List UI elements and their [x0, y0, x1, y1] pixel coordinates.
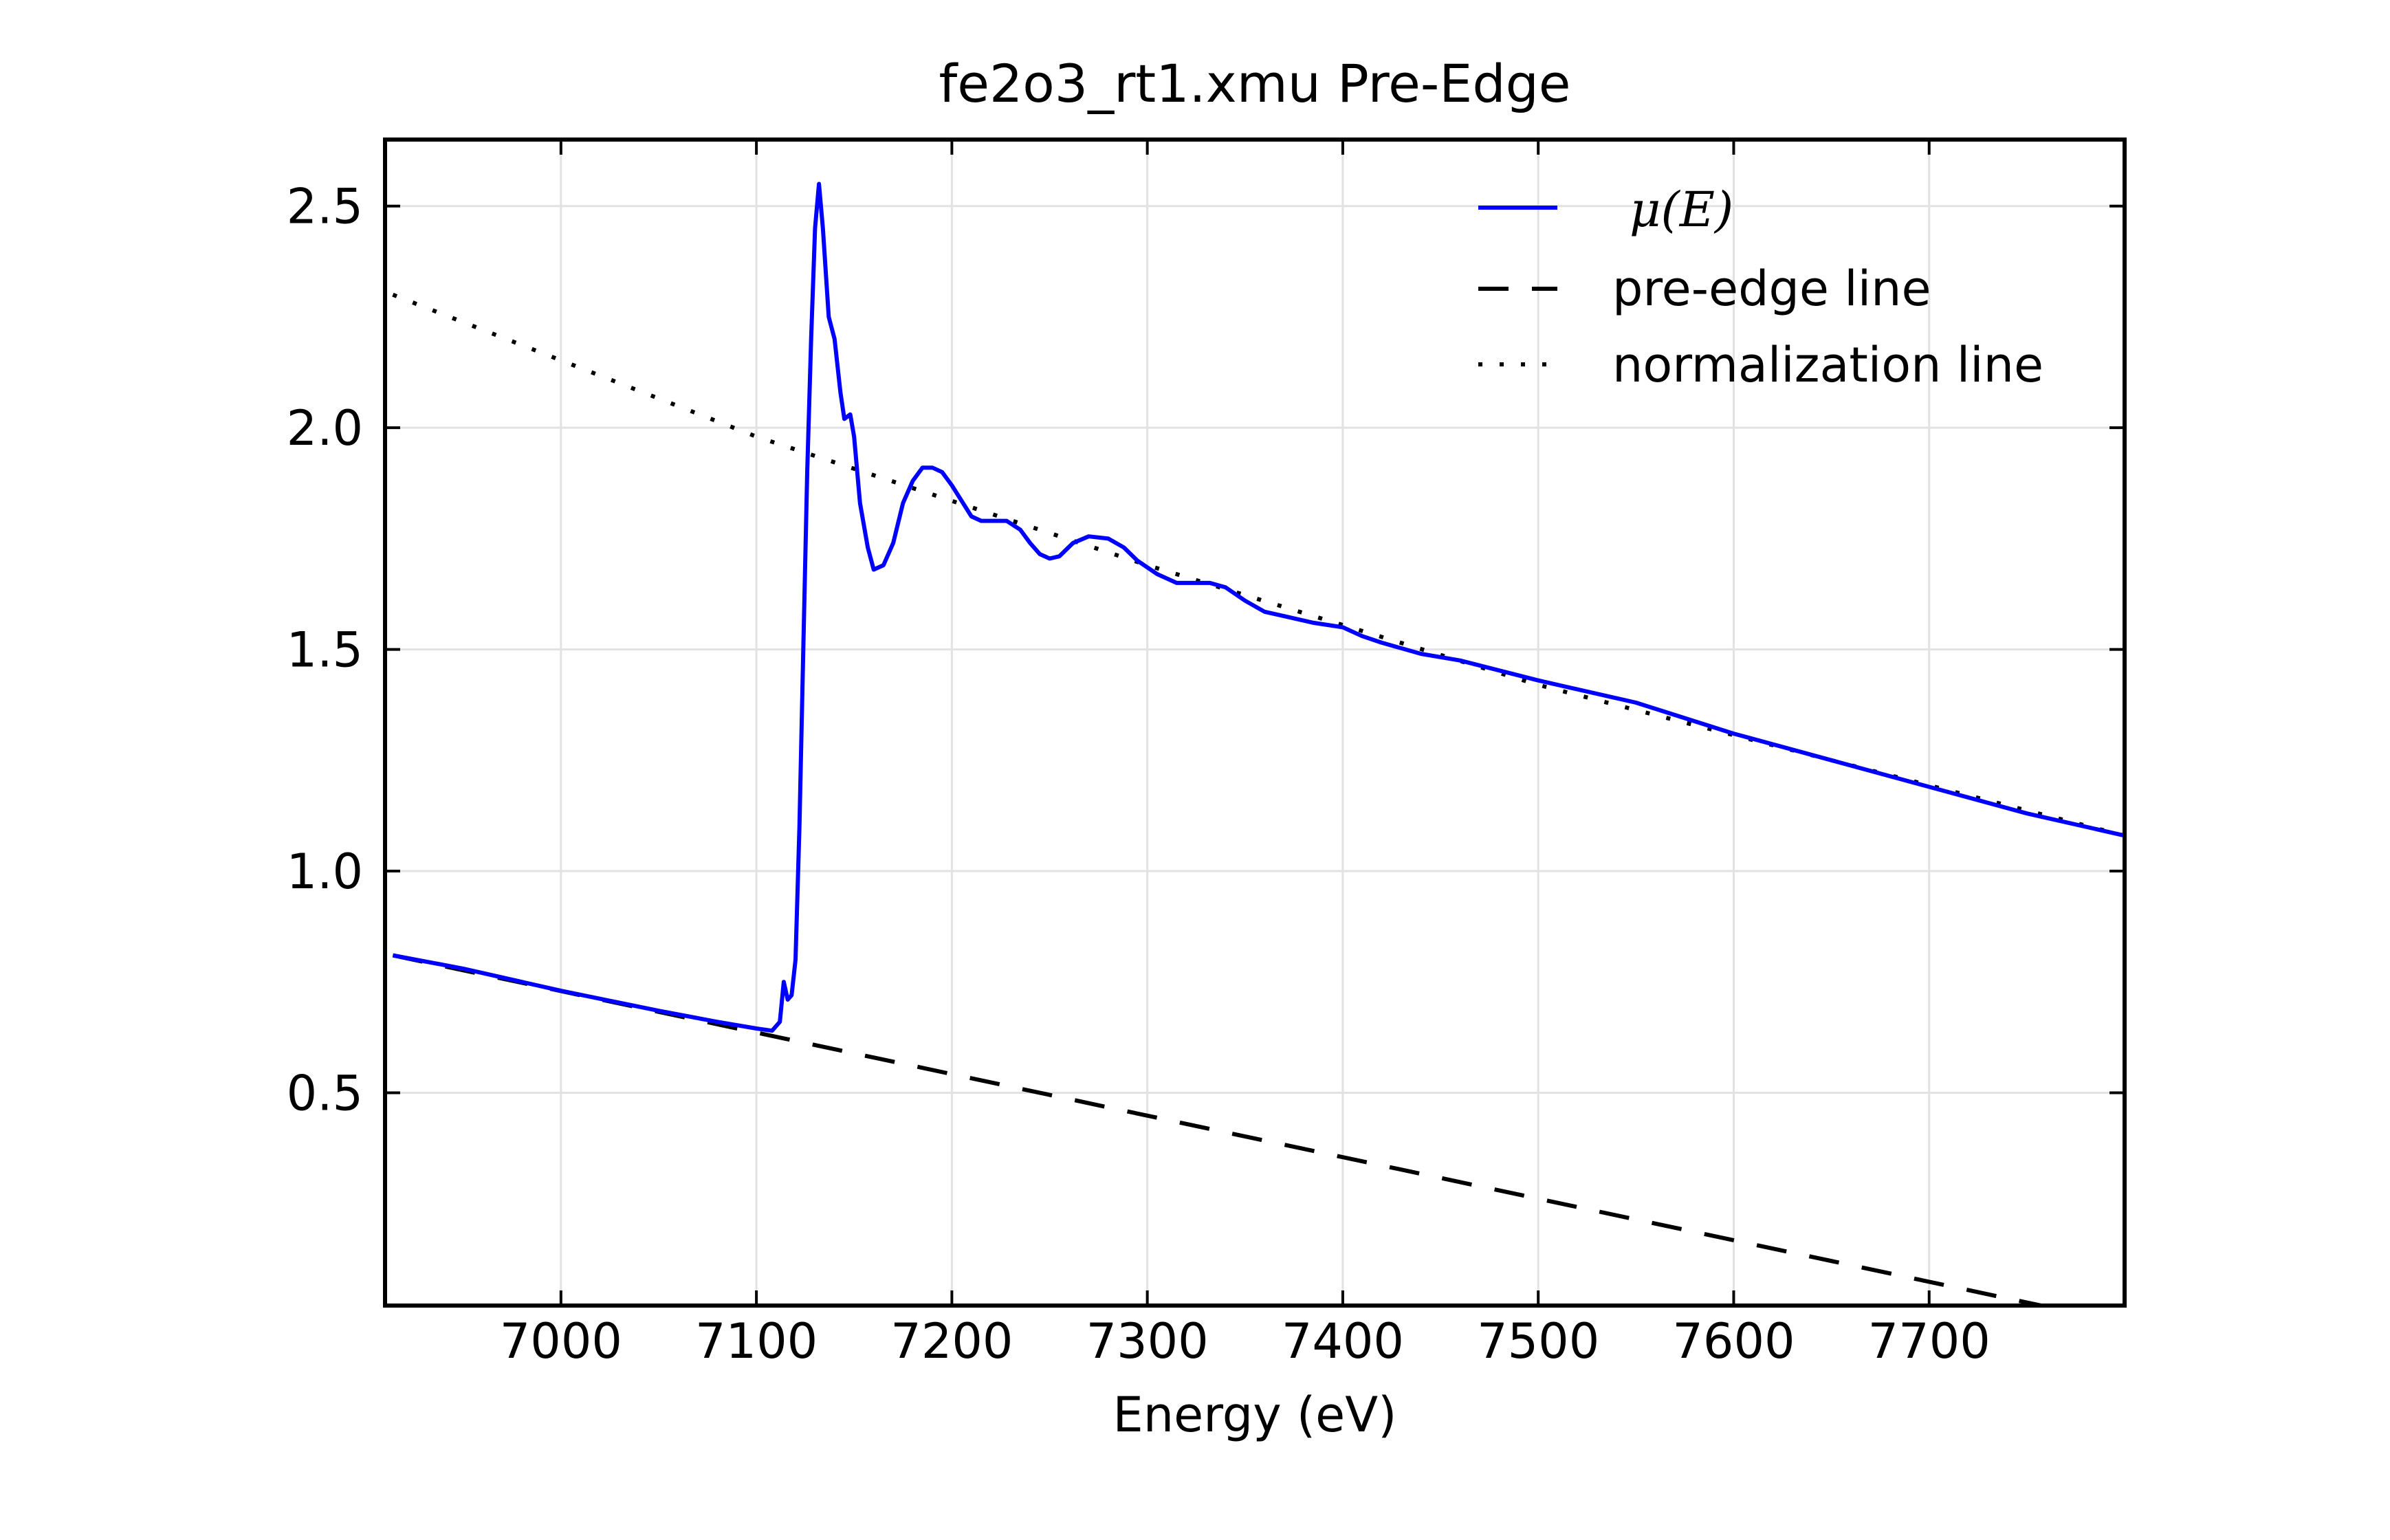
legend-label-mu: μ(E): [1630, 182, 1733, 238]
series-line-solid: [392, 182, 2125, 1033]
legend: μ(E) pre-edge line normalization line: [1478, 182, 2043, 393]
plot-frame: [383, 138, 2127, 1308]
tick-labels: 7000 7100 7200 7300 7400 7500 7600 7700 0.5 1.0 1.…: [287, 179, 1991, 1370]
x-tick-label: 7500: [1477, 1313, 1599, 1370]
y-tick-label: 1.0: [287, 844, 363, 900]
x-tick-label: 7700: [1868, 1313, 1991, 1370]
legend-label-mu-prefix: μ(: [1630, 182, 1680, 238]
y-tick-label: 2.5: [287, 179, 363, 235]
axis-ticks: [385, 140, 2125, 1306]
legend-label-pre-edge: pre-edge line: [1612, 261, 1931, 317]
x-tick-label: 7400: [1282, 1313, 1404, 1370]
legend-label-mu-suffix: ): [1713, 182, 1733, 238]
y-tick-label: 2.0: [287, 400, 363, 456]
y-tick-label: 1.5: [287, 622, 363, 679]
x-tick-label: 7300: [1086, 1313, 1209, 1370]
series-layer: [392, 182, 2125, 1306]
legend-label-normalization: normalization line: [1612, 337, 2043, 393]
x-tick-label: 7000: [500, 1313, 622, 1370]
legend-label-mu-var: E: [1678, 182, 1715, 238]
x-tick-label: 7100: [695, 1313, 818, 1370]
x-tick-label: 7600: [1672, 1313, 1795, 1370]
chart-title: fe2o3_rt1.xmu Pre-Edge: [939, 53, 1570, 114]
grid-lines: [385, 140, 2125, 1306]
x-axis-label: Energy (eV): [1113, 1387, 1397, 1443]
x-tick-label: 7200: [890, 1313, 1013, 1370]
y-tick-label: 0.5: [287, 1065, 363, 1121]
